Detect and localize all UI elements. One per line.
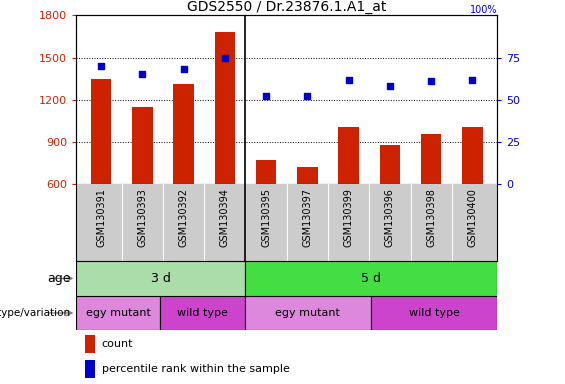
Text: 5 d: 5 d [361, 272, 381, 285]
Text: egy mutant: egy mutant [275, 308, 340, 318]
Point [97, 63, 106, 69]
Point [385, 83, 394, 89]
Text: egy mutant: egy mutant [86, 308, 151, 318]
Bar [380, 145, 400, 184]
Bar [132, 107, 153, 184]
Text: wild type: wild type [177, 308, 228, 318]
Text: wild type: wild type [408, 308, 459, 318]
Bar [421, 134, 441, 184]
Bar [245, 261, 497, 296]
Point [427, 78, 436, 84]
Bar [215, 32, 235, 184]
Text: GSM130394: GSM130394 [220, 188, 230, 247]
Point [303, 93, 312, 99]
Text: GSM130399: GSM130399 [344, 188, 354, 247]
Bar [85, 335, 95, 353]
Bar [85, 360, 95, 378]
Title: GDS2550 / Dr.23876.1.A1_at: GDS2550 / Dr.23876.1.A1_at [187, 0, 386, 14]
Text: GSM130393: GSM130393 [137, 188, 147, 247]
Text: genotype/variation: genotype/variation [0, 308, 71, 318]
Text: GSM130398: GSM130398 [426, 188, 436, 247]
Point [468, 76, 477, 83]
Text: GSM130397: GSM130397 [302, 188, 312, 247]
Point [344, 76, 353, 83]
Bar [160, 296, 245, 330]
Bar [91, 79, 111, 184]
Bar [462, 127, 483, 184]
Point [220, 55, 229, 61]
Text: count: count [102, 339, 133, 349]
Text: GSM130391: GSM130391 [96, 188, 106, 247]
Bar [76, 261, 245, 296]
Text: GSM130400: GSM130400 [467, 188, 477, 247]
Bar [256, 161, 276, 184]
Bar [76, 296, 160, 330]
Text: age: age [47, 272, 71, 285]
Point [262, 93, 271, 99]
Text: GSM130395: GSM130395 [261, 188, 271, 247]
Bar [371, 296, 497, 330]
Point [138, 71, 147, 78]
Text: 3 d: 3 d [150, 272, 171, 285]
Point [179, 66, 188, 73]
Bar [297, 167, 318, 184]
Bar [338, 127, 359, 184]
Text: GSM130396: GSM130396 [385, 188, 395, 247]
Bar [173, 84, 194, 184]
Text: GSM130392: GSM130392 [179, 188, 189, 247]
Bar [245, 296, 371, 330]
Text: 100%: 100% [470, 5, 497, 15]
Text: percentile rank within the sample: percentile rank within the sample [102, 364, 289, 374]
